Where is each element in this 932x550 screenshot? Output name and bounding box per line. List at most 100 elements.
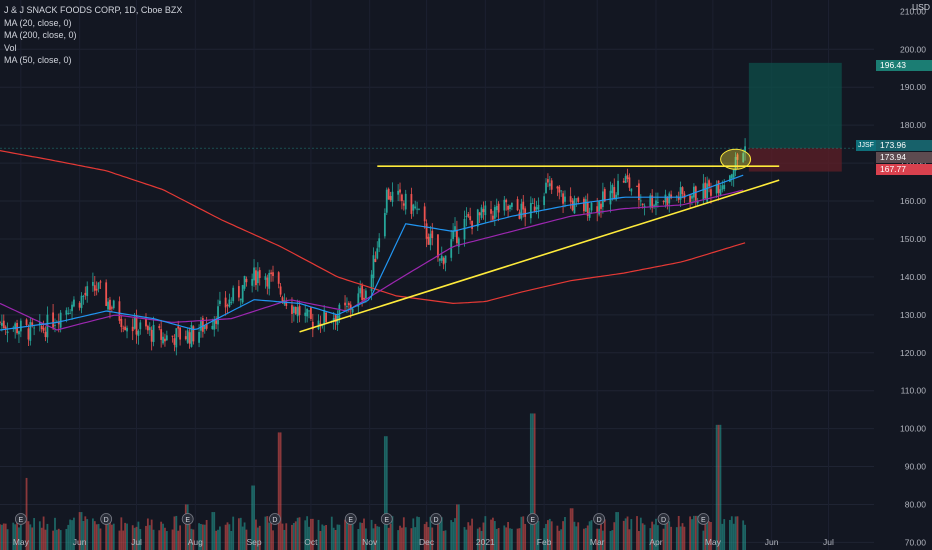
volume-bar [418,517,420,550]
dividend-marker[interactable]: D [430,513,442,525]
target-price-tag: 196.43 [876,60,932,71]
earnings-marker[interactable]: E [697,513,710,525]
volume-bar [613,522,616,550]
volume-bar [668,521,671,550]
candle [370,274,373,292]
earnings-marker[interactable]: E [526,513,539,525]
candle [139,322,142,330]
candle [545,182,547,193]
candle [73,299,75,307]
candle [603,189,606,202]
volume-bar [717,424,720,550]
volume-bar [25,477,28,550]
candle [505,199,508,203]
volume-bar [219,526,221,550]
candle [577,197,580,202]
volume-bar [622,520,625,550]
candle [245,278,248,283]
entry-price-tag: 173.94 [876,152,932,163]
volume-bar [378,526,381,550]
volume-bar [93,521,96,550]
candle [69,313,72,314]
earnings-marker[interactable]: E [14,513,27,525]
volume-bar [389,523,392,550]
candle [40,325,43,330]
dividend-marker[interactable]: D [100,513,113,525]
candle [463,218,466,240]
volume-bar [681,523,684,550]
candle [105,282,108,306]
candle [291,305,293,314]
candle [84,292,87,296]
legend-title[interactable]: J & J SNACK FOODS CORP, 1D, Cboe BZX [4,5,183,15]
volume-bar [16,519,18,550]
target-zone [748,62,842,149]
volume-bar [226,522,229,550]
volume-bar [490,519,492,550]
candle [152,324,155,343]
event-markers[interactable]: E D E D E E D E D ED [14,513,710,525]
volume-bar [291,524,293,550]
marker-circle [697,513,710,525]
dividend-marker[interactable]: D [593,513,605,525]
candle [531,203,534,204]
candle [626,175,629,179]
volume-bar [730,516,733,550]
candle [442,257,445,265]
candle [31,322,34,326]
volume-bar [146,518,149,550]
candle [437,234,439,258]
candle [641,203,644,206]
candle [427,236,430,245]
currency-label[interactable]: USD [912,2,930,12]
volume-bar [454,518,456,550]
candle [522,201,525,210]
candle [484,205,487,216]
volume-bar [715,424,718,550]
candle [694,186,697,201]
candle [655,200,657,206]
candle [177,326,180,329]
volume-bar [520,516,523,550]
volume-bar [330,516,333,550]
volume-bar [467,522,470,550]
candle [569,196,572,202]
candle [399,189,401,193]
y-tick-label: 110.00 [901,386,927,396]
volume-bar [122,530,125,550]
volume-bar [374,523,377,550]
candle [503,199,506,211]
candle [679,187,682,200]
dividend-marker[interactable]: D [269,513,281,525]
earnings-marker[interactable]: E [181,513,194,525]
candle [344,302,346,306]
candle [467,214,470,217]
candle [332,318,335,322]
volume-bar [601,530,604,550]
candle [457,238,460,247]
volume-bar [471,518,473,550]
volume-bar [742,520,745,550]
candle [219,300,221,304]
candle [600,203,602,209]
legend-ma50[interactable]: MA (50, close, 0) [4,55,72,65]
legend-ma20[interactable]: MA (20, close, 0) [4,17,72,28]
x-tick-label: Dec [419,537,435,547]
legend-vol[interactable]: Vol [4,42,17,53]
candle [162,336,164,344]
volume-bar [310,518,312,550]
candle [131,326,134,332]
volume-bar [139,529,142,550]
earnings-marker[interactable]: E [380,513,393,525]
volume-bar [363,518,365,550]
marker-label: D [104,517,109,524]
candle [42,327,45,331]
candle [317,320,320,330]
earnings-marker[interactable]: E [344,513,357,525]
volume-bar [78,512,81,550]
trendlines[interactable] [299,148,780,333]
dividend-marker[interactable]: D [657,513,670,525]
legend-ma200[interactable]: MA (200, close, 0) [4,30,77,40]
candle [372,255,375,279]
